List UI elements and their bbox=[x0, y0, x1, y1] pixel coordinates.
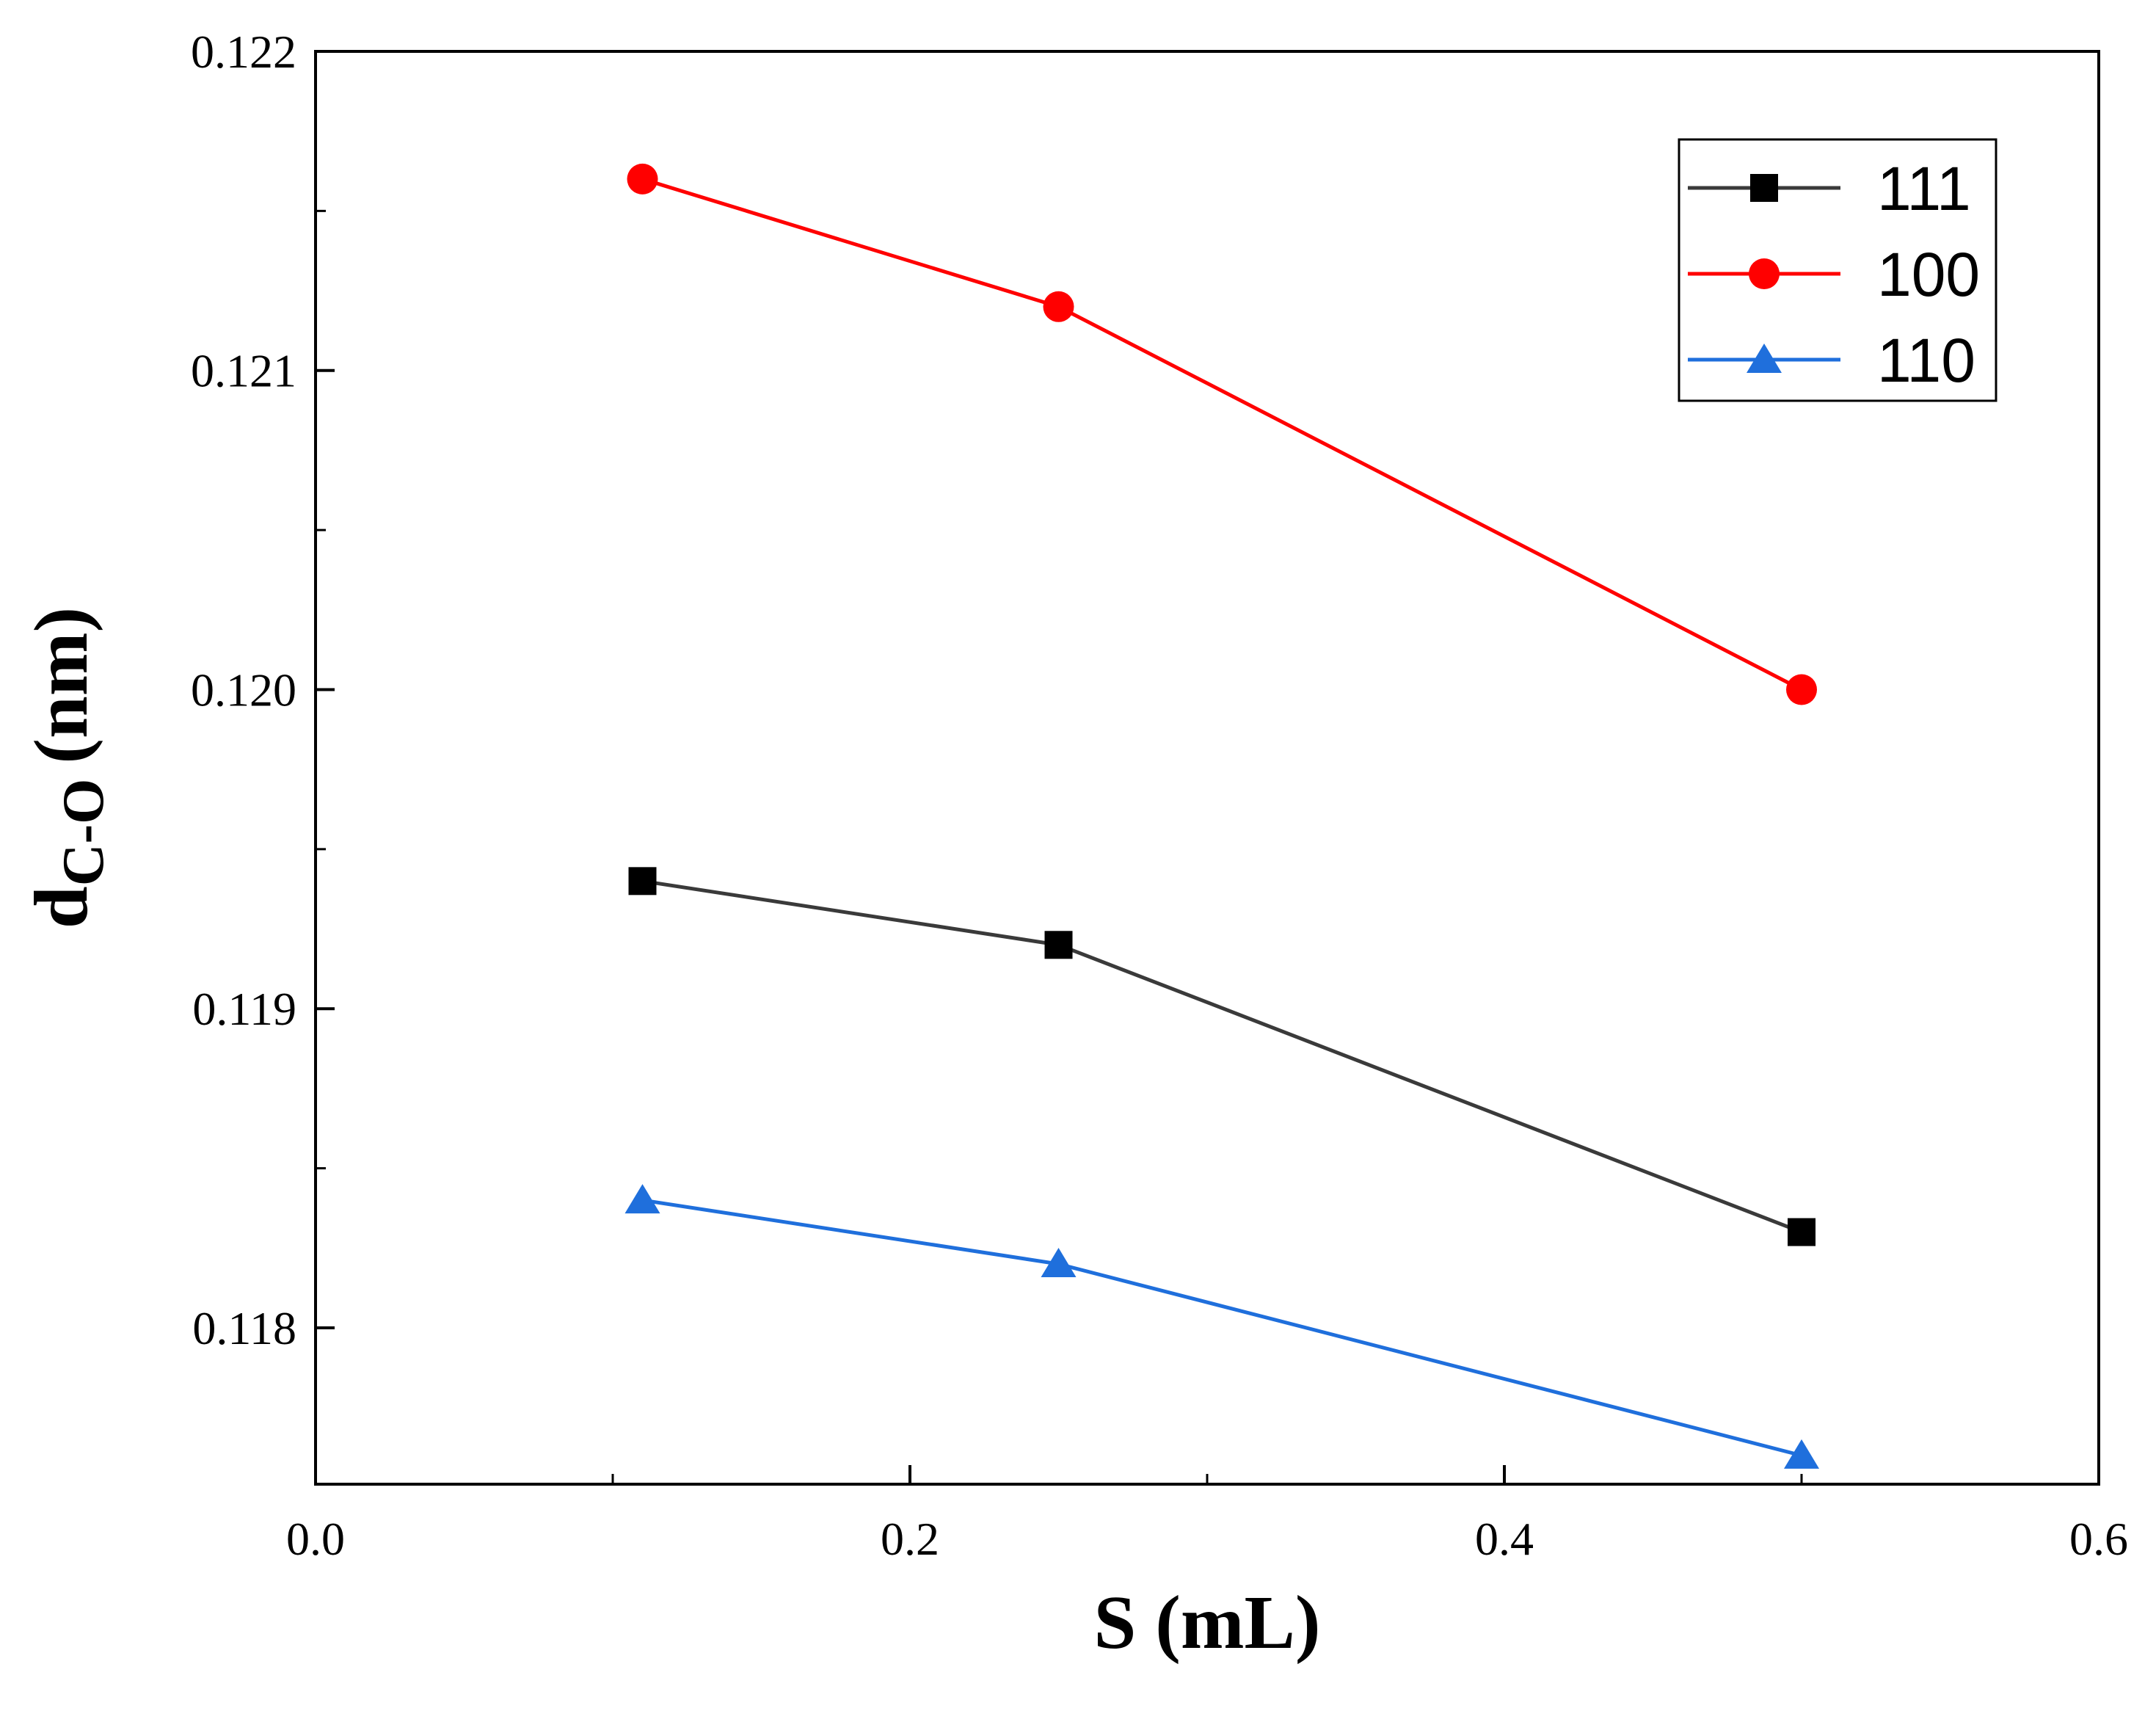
legend-marker-100 bbox=[1749, 258, 1780, 289]
data-point-110 bbox=[1041, 1248, 1077, 1278]
data-point-110 bbox=[624, 1184, 660, 1214]
series-line-111 bbox=[642, 879, 1802, 1234]
x-tick-label: 0.4 bbox=[1475, 1513, 1534, 1565]
data-point-110 bbox=[1784, 1439, 1819, 1469]
legend-marker-110 bbox=[1747, 344, 1782, 373]
series-line-110 bbox=[642, 1198, 1802, 1458]
legend-item-100: 100 bbox=[1688, 240, 1980, 309]
legend-marker-111 bbox=[1750, 174, 1778, 202]
y-axis-title-main: d bbox=[19, 886, 103, 929]
legend-label-111: 111 bbox=[1877, 154, 1971, 223]
y-tick-label: 0.120 bbox=[191, 664, 296, 716]
legend-label-100: 100 bbox=[1877, 240, 1980, 309]
x-axis-title: S (mL) bbox=[1093, 1580, 1320, 1665]
y-axis-title-unit: (nm) bbox=[19, 607, 103, 764]
y-axis-title: dC-O (nm) bbox=[19, 607, 116, 929]
legend-items: 111 100 110 bbox=[1688, 154, 1980, 395]
series-111 bbox=[628, 867, 1816, 1246]
data-point-100 bbox=[1786, 674, 1817, 705]
data-point-100 bbox=[627, 163, 658, 195]
y-axis-title-subscript: C-O bbox=[51, 779, 116, 887]
series-line-100 bbox=[641, 177, 1803, 691]
ticks-layer: 0.0 0.2 0.4 0.6 0.118 0.119 0.120 0.121 0.122 bbox=[191, 26, 2128, 1565]
data-point-100 bbox=[1043, 291, 1074, 322]
data-point-111 bbox=[1788, 1218, 1816, 1246]
data-point-111 bbox=[628, 867, 657, 896]
x-tick-label: 0.0 bbox=[286, 1513, 345, 1565]
y-tick-label: 0.118 bbox=[192, 1302, 296, 1354]
x-tick-label: 0.2 bbox=[881, 1513, 939, 1565]
legend: 111 100 110 bbox=[1678, 138, 1997, 402]
legend-item-111: 111 bbox=[1688, 154, 1971, 223]
legend-label-110: 110 bbox=[1877, 326, 1975, 395]
x-tick-label: 0.6 bbox=[2069, 1513, 2128, 1565]
legend-item-110: 110 bbox=[1688, 326, 1975, 395]
y-tick-label: 0.119 bbox=[192, 983, 296, 1035]
series-layer bbox=[624, 163, 1819, 1469]
data-point-111 bbox=[1044, 931, 1073, 959]
y-tick-label: 0.121 bbox=[191, 345, 296, 397]
series-110 bbox=[624, 1184, 1819, 1469]
legend-box bbox=[1678, 138, 1997, 402]
svg-text:dC-O(nm): dC-O (nm) bbox=[19, 607, 116, 929]
y-tick-label: 0.122 bbox=[191, 26, 296, 78]
series-100 bbox=[627, 163, 1817, 705]
